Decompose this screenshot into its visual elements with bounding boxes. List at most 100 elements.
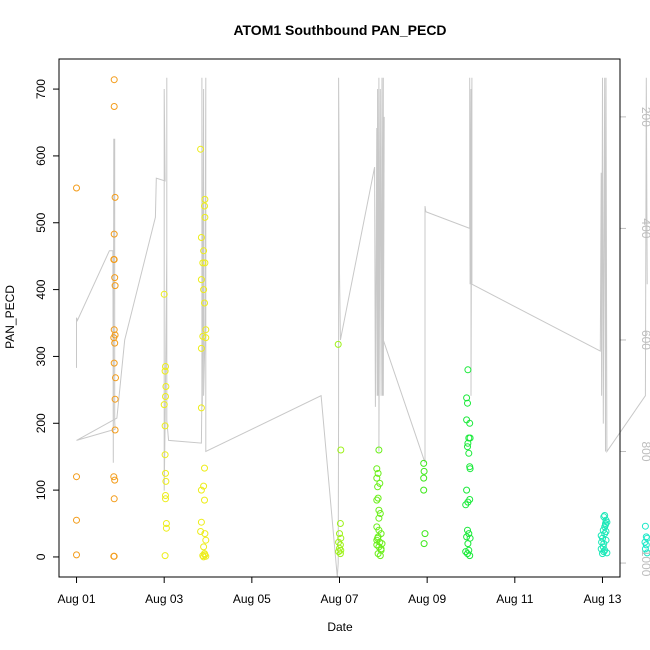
data-point: [373, 465, 381, 473]
data-point: [463, 394, 471, 402]
data-point: [162, 520, 170, 527]
data-point: [202, 536, 210, 544]
data-point: [201, 299, 208, 307]
data-point: [201, 213, 209, 221]
data-point: [110, 495, 118, 503]
y-tick-label: 200: [34, 413, 48, 433]
series-1: [160, 145, 210, 561]
data-point: [197, 145, 205, 153]
data-point: [197, 528, 205, 535]
y-axis-label: PAN_PECD: [3, 285, 17, 349]
data-point: [336, 530, 343, 538]
data-point: [464, 540, 472, 548]
data-point: [201, 530, 209, 538]
data-point: [466, 552, 474, 560]
data-point: [376, 552, 384, 560]
data-point: [600, 548, 608, 556]
data-point: [641, 545, 649, 553]
data-point: [463, 533, 471, 541]
data-point: [602, 536, 610, 544]
data-point: [162, 383, 170, 390]
data-points-layer: [73, 76, 650, 561]
data-point: [162, 363, 169, 370]
data-point: [162, 524, 170, 532]
data-point: [464, 366, 472, 374]
data-point: [374, 469, 382, 477]
data-point: [337, 446, 345, 454]
data-point: [110, 359, 118, 367]
data-point: [110, 256, 118, 263]
data-point: [197, 276, 205, 284]
data-point: [161, 451, 169, 459]
data-point: [373, 496, 381, 504]
data-point: [373, 536, 381, 544]
right-tick-label: 1000: [639, 550, 650, 577]
x-tick-label: Aug 01: [58, 592, 96, 606]
x-tick-label: Aug 09: [408, 592, 446, 606]
data-point: [374, 533, 382, 541]
data-point: [162, 393, 169, 400]
y-tick-label: 500: [34, 212, 48, 232]
y-tick-label: 300: [34, 346, 48, 366]
data-point: [599, 543, 607, 551]
right-tick-label: 400: [639, 218, 650, 238]
data-point: [334, 340, 342, 348]
data-point: [111, 274, 119, 282]
y-tick-label: 600: [34, 146, 48, 166]
data-point: [463, 416, 471, 424]
data-point: [73, 184, 80, 192]
series-7: [641, 522, 650, 557]
x-tick-label: Aug 07: [320, 592, 358, 606]
data-point: [197, 344, 205, 352]
data-point: [202, 326, 210, 334]
data-point: [603, 549, 611, 557]
pressure-trace-layer: [76, 77, 648, 578]
data-point: [601, 512, 609, 519]
data-point: [111, 282, 119, 290]
data-point: [600, 513, 608, 521]
data-point: [200, 553, 208, 561]
data-point: [73, 516, 80, 524]
data-point: [465, 546, 473, 554]
data-point: [375, 514, 383, 522]
data-point: [643, 534, 650, 542]
data-point: [420, 467, 428, 475]
data-point: [199, 259, 207, 267]
data-point: [110, 103, 118, 110]
data-point: [161, 367, 169, 375]
data-point: [336, 541, 344, 549]
right-tick-label: 600: [639, 330, 650, 350]
data-point: [201, 259, 209, 267]
data-point: [110, 552, 118, 560]
right-tick-label: 800: [639, 441, 650, 461]
series-4: [420, 459, 429, 548]
data-point: [464, 526, 471, 534]
data-point: [420, 540, 428, 548]
data-point: [376, 510, 384, 517]
data-point: [603, 518, 611, 526]
data-point: [200, 286, 208, 294]
data-point: [110, 76, 118, 84]
data-point: [200, 247, 208, 255]
data-point: [200, 482, 208, 490]
x-axis-label: Date: [327, 620, 353, 634]
data-point: [73, 551, 80, 559]
y-tick-label: 400: [34, 279, 48, 299]
data-point: [202, 334, 210, 342]
data-point: [421, 530, 429, 538]
data-point: [374, 483, 382, 491]
data-point: [112, 374, 119, 382]
data-point: [197, 486, 205, 494]
data-point: [420, 486, 428, 494]
data-point: [337, 534, 345, 542]
plot-frame: [58, 58, 621, 578]
data-point: [464, 550, 471, 558]
pressure-trace-line: [76, 77, 648, 578]
data-point: [336, 550, 344, 558]
data-point: [111, 193, 119, 201]
data-point: [201, 464, 208, 472]
data-point: [601, 530, 609, 538]
data-point: [201, 496, 208, 504]
data-point: [162, 495, 169, 503]
data-point: [110, 230, 118, 238]
